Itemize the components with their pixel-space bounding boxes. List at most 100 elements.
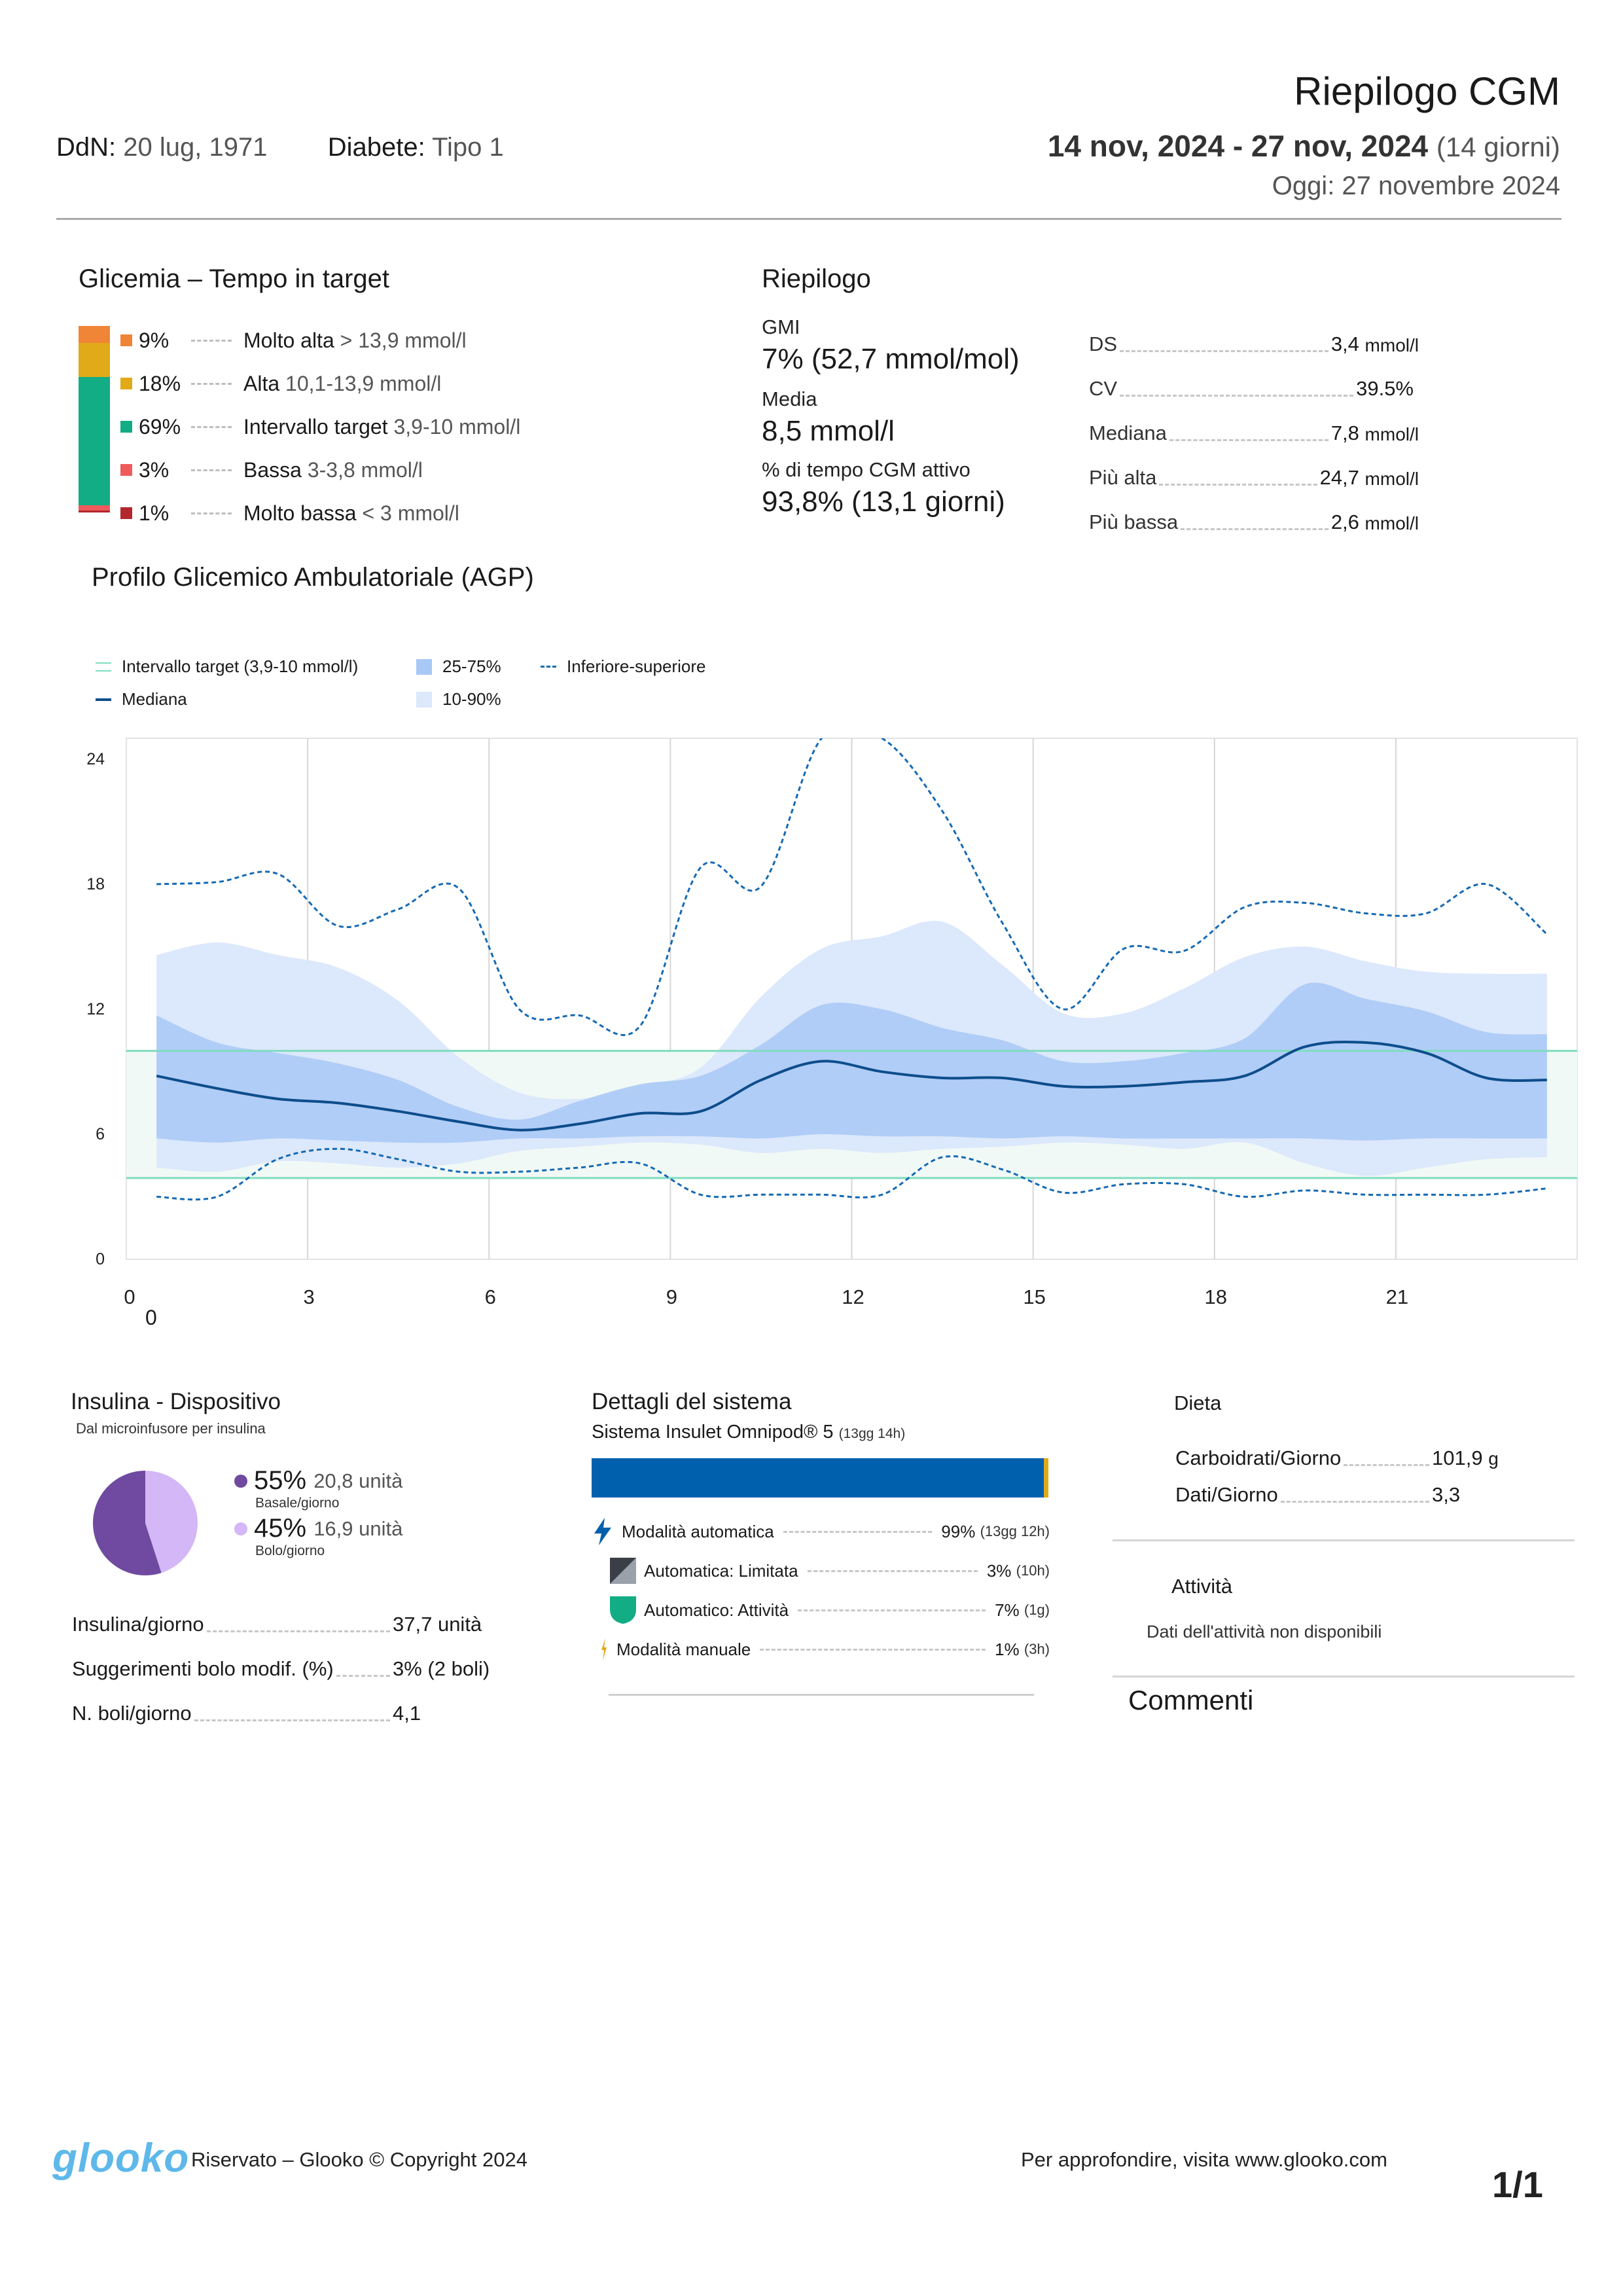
stat-row: Più bassa 2,6 mmol/l <box>1089 490 1419 534</box>
tir-dash <box>191 469 232 471</box>
y-tick-label: 6 <box>96 1125 105 1143</box>
pie-slice-basal <box>92 1471 162 1575</box>
legend-target-swatch <box>96 662 111 672</box>
stat-leader <box>1120 395 1354 397</box>
insulin-stat-label: Insulina/giorno <box>72 1613 204 1636</box>
mode-label: Automatico: Attività <box>644 1600 789 1620</box>
tir-name: Bassa <box>243 457 302 482</box>
cgm-active-value: 93,8% (13,1 giorni) <box>762 486 1005 518</box>
tir-swatch <box>120 507 132 519</box>
legend-median-label: Mediana <box>122 689 187 709</box>
mode-row: Automatica: Limitata 3% (10h) <box>592 1551 1050 1590</box>
mode-pct: 99% <box>941 1521 976 1541</box>
system-device: Sistema Insulet Omnipod® 5 <box>592 1422 834 1443</box>
tir-pct: 3% <box>139 457 169 482</box>
agp-chart: 0 6 12 18 24 0 3 6 9 12 15 18 21 <box>86 738 1578 1308</box>
insulin-stat-leader <box>336 1675 390 1677</box>
diet-label: Dati/Giorno <box>1175 1483 1278 1506</box>
stat-value: 2,6 <box>1330 511 1359 533</box>
report-title: Riepilogo CGM <box>1294 69 1560 113</box>
tir-pct: 69% <box>139 414 181 439</box>
tir-bar-high <box>79 343 110 377</box>
tir-dash <box>191 339 232 342</box>
y-tick-label: 18 <box>86 875 105 893</box>
insulin-stat-leader <box>206 1630 390 1632</box>
tir-bar-very-high <box>79 326 110 343</box>
pie-slice-bolus <box>145 1471 198 1573</box>
insulin-stat-row: N. boli/giorno 4,1 <box>72 1681 491 1725</box>
stat-row: Mediana 7,8 mmol/l <box>1089 401 1419 445</box>
tir-range: > 13,9 mmol/l <box>340 328 467 352</box>
diet-row: Carboidrati/Giorno 101,9 g <box>1175 1433 1503 1470</box>
tir-bar-very-low <box>79 511 110 512</box>
tir-pct: 18% <box>139 371 181 395</box>
summary-stats: DS 3,4 mmol/l CV 39.5% Mediana 7,8 mmol/… <box>1089 312 1419 534</box>
legend-10-90: 10-90% <box>416 689 501 709</box>
comments-title: Commenti <box>1128 1685 1254 1715</box>
mode-pct: 1% <box>995 1639 1020 1659</box>
date-days: (14 giorni) <box>1436 132 1560 162</box>
x-tick-label: 0 <box>124 1285 135 1308</box>
date-range: 14 nov, 2024 - 27 nov, 2024 <box>1047 129 1429 163</box>
activity-divider <box>1113 1676 1575 1677</box>
legend-target-label: Intervallo target (3,9-10 mmol/l) <box>122 656 359 676</box>
diet-unit: g <box>1488 1448 1499 1469</box>
diet-stats: Carboidrati/Giorno 101,9 g Dati/Giorno 3… <box>1175 1433 1503 1507</box>
gmi-value: 7% (52,7 mmol/mol) <box>762 343 1020 375</box>
diabetes-label: Diabete: <box>327 133 425 162</box>
tir-title: Glicemia – Tempo in target <box>79 264 390 293</box>
y-tick-label: 0 <box>96 1250 105 1268</box>
diet-value-wrap: 3,3 <box>1432 1483 1503 1507</box>
mode-time: (10h) <box>1016 1562 1050 1579</box>
diet-value: 101,9 <box>1432 1446 1483 1469</box>
tir-range: 3-3,8 mmol/l <box>307 457 423 482</box>
mode-leader <box>783 1530 933 1533</box>
agp-title: Profilo Glicemico Ambulatoriale (AGP) <box>92 563 534 592</box>
legend-iqr: 25-75% <box>416 656 501 677</box>
lightning-icon <box>594 1518 611 1545</box>
stat-label: Più bassa <box>1089 511 1179 533</box>
date-range-line: 14 nov, 2024 - 27 nov, 2024 (14 giorni) <box>1048 128 1560 164</box>
tir-bar-low <box>79 505 110 511</box>
y-tick-label: 12 <box>86 1000 105 1018</box>
summary-title: Riepilogo <box>762 264 871 293</box>
header-divider <box>56 218 1561 220</box>
cgm-active-label: % di tempo CGM attivo <box>762 458 971 481</box>
legend-median-swatch <box>96 698 111 701</box>
mode-pct: 3% <box>986 1560 1012 1581</box>
basal-pct: 55% <box>254 1466 307 1495</box>
legend-iqr-label: 25-75% <box>442 656 501 676</box>
diet-title: Dieta <box>1174 1391 1222 1414</box>
dob-label: DdN: <box>56 133 116 162</box>
stat-value: 3,4 <box>1330 332 1359 355</box>
stat-value: 7,8 <box>1330 422 1359 444</box>
tir-bar-target <box>79 377 110 505</box>
system-divider <box>609 1694 1034 1696</box>
mode-bar-manual <box>1044 1458 1048 1498</box>
legend-minmax: Inferiore-superiore <box>541 656 705 677</box>
diet-row: Dati/Giorno 3,3 <box>1175 1470 1503 1507</box>
tir-row: 18% Alta 10,1-13,9 mmol/l <box>120 362 520 405</box>
x-tick-label: 3 <box>304 1285 315 1308</box>
band-25-75 <box>156 982 1547 1143</box>
patient-info: DdN: 20 lug, 1971 Diabete: Tipo 1 <box>56 133 504 162</box>
stat-row: CV 39.5% <box>1089 356 1419 401</box>
stat-unit: mmol/l <box>1364 424 1419 444</box>
insulin-stat-value: 3% (2 boli) <box>393 1657 490 1680</box>
agp-extra-x-label: 0 <box>145 1306 157 1329</box>
basal-label: Basale/giorno <box>255 1496 340 1511</box>
legend-target: Intervallo target (3,9-10 mmol/l) <box>96 656 358 677</box>
tir-name: Molto bassa <box>243 501 357 525</box>
insulin-legend: 55% 20,8 unità Basale/giorno 45% 16,9 un… <box>234 1466 402 1559</box>
limited-mode-icon <box>610 1558 636 1584</box>
stat-row: DS 3,4 mmol/l <box>1089 312 1419 356</box>
diet-leader <box>1344 1464 1429 1466</box>
mode-leader <box>807 1570 978 1572</box>
tir-legend: 9% Molto alta > 13,9 mmol/l 18% Alta 10,… <box>120 319 520 535</box>
tir-name: Intervallo target <box>243 414 388 439</box>
activity-empty: Dati dell'attività non disponibili <box>1147 1622 1382 1641</box>
glooko-logo: glooko <box>52 2136 190 2181</box>
mode-bar-automatic <box>592 1458 1044 1498</box>
tir-row: 1% Molto bassa < 3 mmol/l <box>120 492 520 535</box>
basal-legend: 55% 20,8 unità <box>234 1466 402 1496</box>
